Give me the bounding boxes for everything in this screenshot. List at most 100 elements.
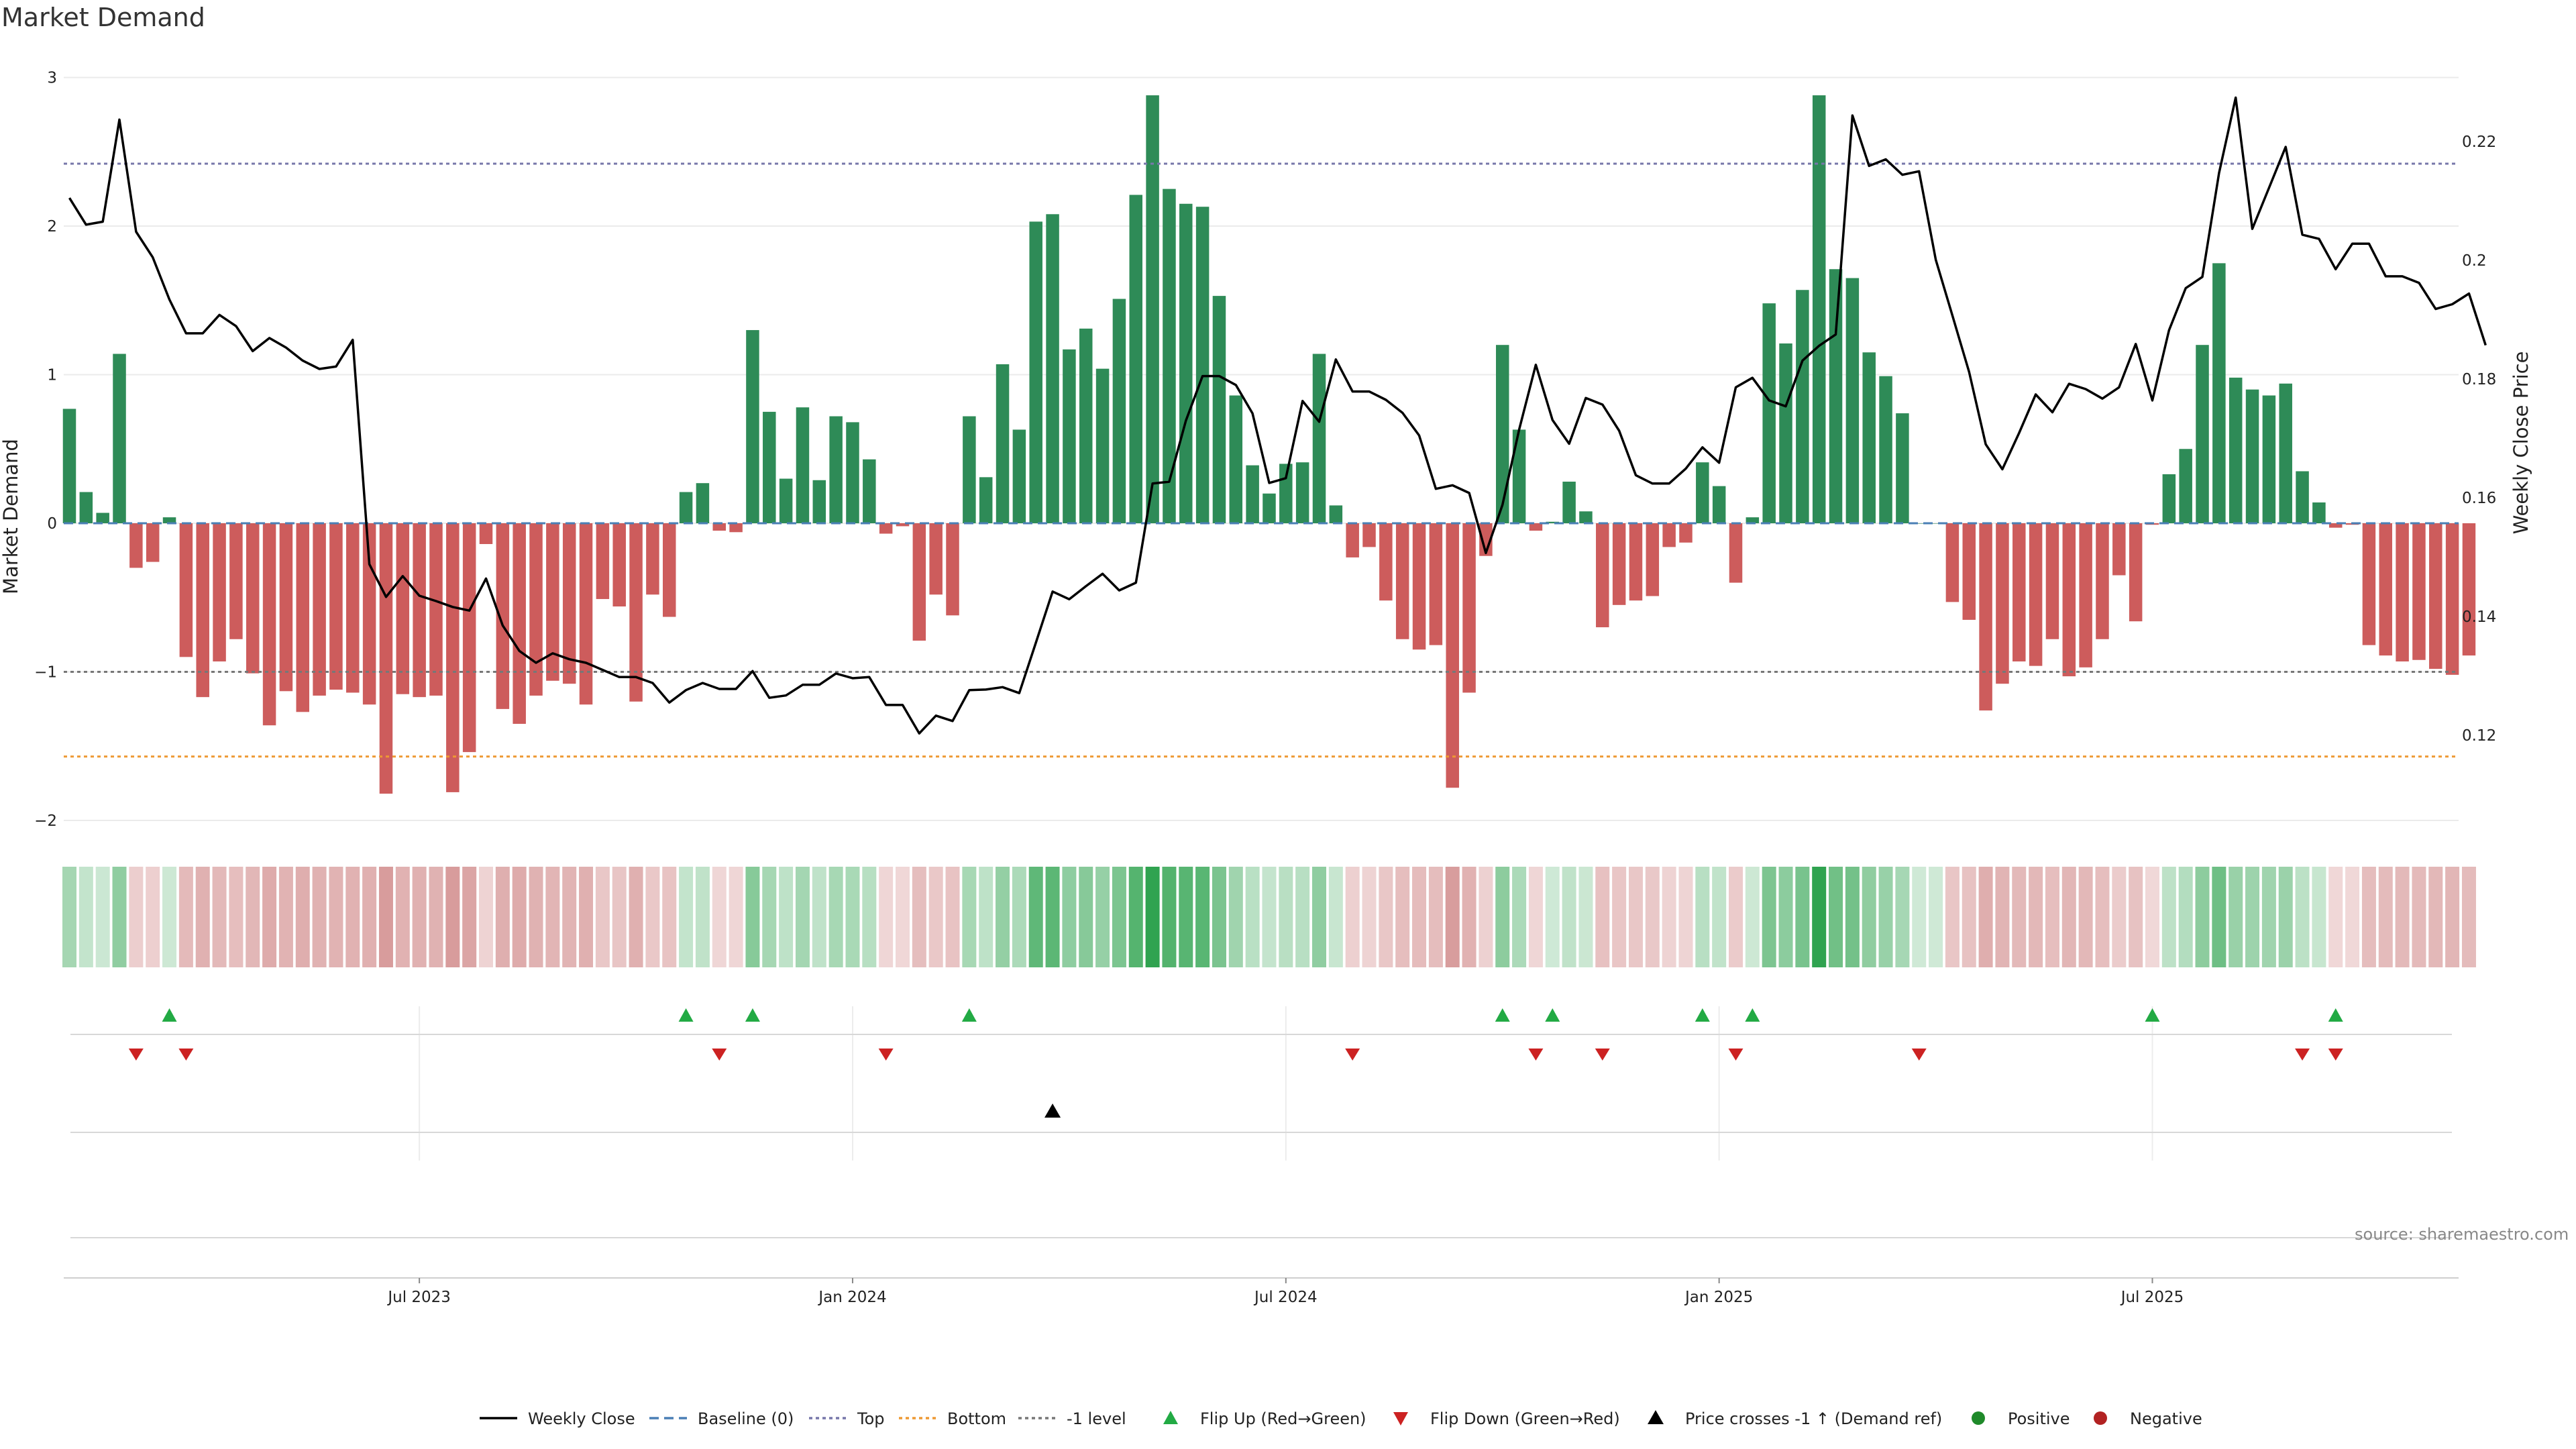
y2-tick-label: 0.22 [2462,133,2496,151]
demand-bar [1829,269,1843,523]
demand-bar [496,523,510,709]
demand-bar [1462,523,1476,693]
legend-negative-symbol [2094,1411,2107,1425]
demand-bar [1095,368,1110,523]
demand-bar [2445,523,2459,675]
demand-strip-cell [1328,867,1343,967]
demand-bar [1579,511,1593,523]
flip-down-marker [178,1049,194,1061]
demand-bar [2312,502,2326,523]
demand-strip-cell [1628,867,1643,967]
demand-strip-cell [362,867,377,967]
y2-tick-label: 0.2 [2462,252,2487,270]
demand-bar [2162,474,2176,523]
demand-strip-cell [1095,867,1110,967]
demand-bar [1479,523,1493,556]
demand-strip-cell [1595,867,1610,967]
demand-strip-cell [479,867,493,967]
demand-bar [1295,462,1309,523]
demand-bar [213,523,226,661]
y2-tick-label: 0.18 [2462,371,2496,388]
demand-bar [1746,517,1760,523]
demand-strip-cell [1978,867,1993,967]
demand-strip-cell [1862,867,1876,967]
flip-down-marker [1911,1049,1927,1061]
demand-bar [1762,303,1776,523]
demand-strip-cell [1495,867,1510,967]
demand-strip-cell [146,867,160,967]
demand-bar [329,523,343,690]
demand-strip-cell [996,867,1010,967]
demand-bar [696,483,710,523]
demand-strip-cell [78,867,93,967]
demand-strip-cell [2428,867,2443,967]
demand-bar [1779,343,1792,523]
demand-strip-cell [1745,867,1760,967]
demand-strip-cell [1028,867,1043,967]
chart-title: Market Demand [1,3,205,32]
demand-bar [479,523,493,545]
legend-price-cross-label: Price crosses -1 ↑ (Demand ref) [1685,1409,1942,1428]
legend-flip-up-symbol [1163,1411,1178,1424]
demand-strip-cell [1512,867,1527,967]
demand-bar [829,416,843,523]
demand-bar [2196,345,2209,523]
demand-bar [1046,214,1059,523]
demand-strip-cell [2045,867,2059,967]
demand-bar [313,523,326,696]
demand-strip-cell [2112,867,2127,967]
demand-bar [979,477,993,523]
flip-up-marker [2328,1008,2343,1022]
demand-strip-cell [1795,867,1810,967]
demand-strip-cell [1528,867,1543,967]
demand-strip-cell [229,867,244,967]
flip-down-marker [128,1049,144,1061]
flip-down-marker [1595,1049,1610,1061]
demand-strip-cell [745,867,760,967]
demand-strip-cell [1995,867,2010,967]
demand-strip-cell [645,867,660,967]
demand-strip-cell [2461,867,2476,967]
demand-bar [2012,523,2026,661]
demand-strip-cell [2261,867,2276,967]
flip-down-marker [712,1049,727,1061]
demand-bar [1263,493,1276,523]
demand-strip-cell [1195,867,1210,967]
demand-bar [2229,377,2243,523]
demand-strip-cell [1412,867,1427,967]
demand-strip-cell [1145,867,1160,967]
x-tick-label: Jan 2025 [1684,1289,1753,1306]
demand-bar [1029,221,1042,523]
demand-strip-cell [2328,867,2343,967]
legend-flip-down-label: Flip Down (Green→Red) [1430,1409,1620,1428]
demand-bar [1979,523,1992,711]
demand-bar [1012,429,1026,523]
demand-bar [462,523,476,753]
demand-strip-cell [129,867,144,967]
demand-strip-cell [1228,867,1243,967]
demand-bar [2429,523,2443,669]
demand-strip-cell [1612,867,1627,967]
demand-bar [279,523,293,692]
demand-strip-cell [545,867,560,967]
demand-bar [562,523,576,684]
demand-bar [413,523,426,698]
x-tick-label: Jul 2024 [1253,1289,1318,1306]
demand-strip-cell [1162,867,1177,967]
demand-strip-cell [612,867,627,967]
demand-strip-cell [462,867,477,967]
demand-bar [763,411,776,523]
demand-bar [2062,523,2076,677]
demand-bar [929,523,943,595]
flip-up-marker [1745,1008,1760,1022]
demand-bar [1845,278,1860,523]
demand-strip-cell [378,867,393,967]
demand-bar [812,480,826,523]
flip-up-marker [2145,1008,2160,1022]
demand-bar [113,354,126,523]
demand-strip-cell [62,867,76,967]
legend-negative-label: Negative [2130,1409,2202,1428]
demand-strip-cell [2245,867,2260,967]
demand-bar [2045,523,2059,639]
demand-bar [1063,349,1076,523]
